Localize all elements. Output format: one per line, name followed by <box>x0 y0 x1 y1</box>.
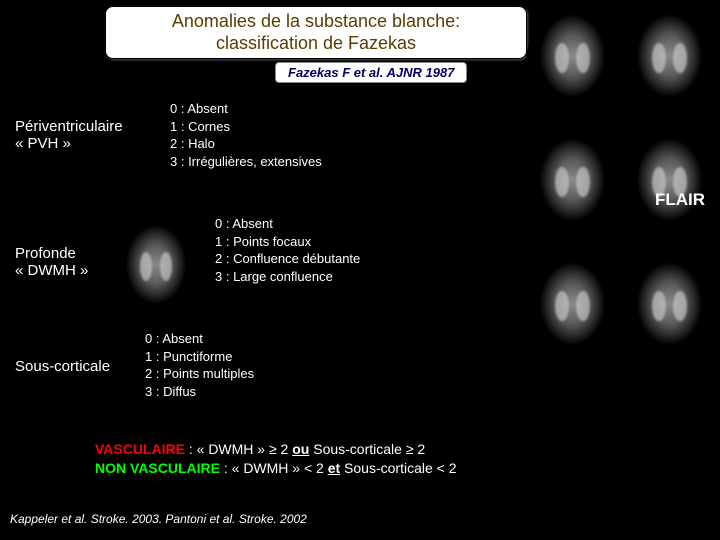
dwmh-g3: 3 : Large confluence <box>215 269 333 284</box>
subcort-g3: 3 : Diffus <box>145 384 196 399</box>
nonvasc-text2: Sous-corticale < 2 <box>340 460 456 476</box>
pvh-label-line2: « PVH » <box>15 135 71 152</box>
title-line2: classification de Fazekas <box>116 33 516 55</box>
pvh-g1: 1 : Cornes <box>170 119 230 134</box>
dwmh-g1: 1 : Points focaux <box>215 234 311 249</box>
subcort-grades: 0 : Absent 1 : Punctiforme 2 : Points mu… <box>145 330 254 400</box>
brain-mri-3 <box>525 128 620 243</box>
dwmh-g2: 2 : Confluence débutante <box>215 251 360 266</box>
pvh-g0: 0 : Absent <box>170 101 228 116</box>
nonvasc-text1: : « DWMH » < 2 <box>220 460 328 476</box>
dwmh-label-line1: Profonde <box>15 245 76 262</box>
subcort-g1: 1 : Punctiforme <box>145 349 232 364</box>
dwmh-label-line2: « DWMH » <box>15 262 88 279</box>
conclusion-block: VASCULAIRE : « DWMH » ≥ 2 ou Sous-cortic… <box>95 440 457 478</box>
brain-mri-4 <box>622 128 717 243</box>
footer-citation: Kappeler et al. Stroke. 2003. Pantoni et… <box>10 512 307 526</box>
dwmh-grades: 0 : Absent 1 : Points focaux 2 : Conflue… <box>215 215 360 285</box>
citation-top: Fazekas F et al. AJNR 1987 <box>275 62 467 83</box>
subcort-g2: 2 : Points multiples <box>145 366 254 381</box>
vasc-text1: : « DWMH » ≥ 2 <box>185 441 292 457</box>
subcort-label: Sous-corticale <box>15 358 110 375</box>
brain-mri-6 <box>525 252 620 367</box>
brain-mri-2 <box>622 4 717 119</box>
brain-mri-7 <box>622 252 717 367</box>
title-box: Anomalies de la substance blanche: class… <box>105 6 527 59</box>
nonvasc-label: NON VASCULAIRE <box>95 460 220 476</box>
dwmh-label: Profonde « DWMH » <box>15 245 88 279</box>
nonvasc-et: et <box>328 460 340 476</box>
pvh-label: Périventriculaire « PVH » <box>15 118 123 152</box>
title-line1: Anomalies de la substance blanche: <box>116 11 516 33</box>
brain-mri-5 <box>112 215 200 325</box>
pvh-g3: 3 : Irrégulières, extensives <box>170 154 322 169</box>
vasc-ou: ou <box>292 441 309 457</box>
pvh-g2: 2 : Halo <box>170 136 215 151</box>
brain-mri-1 <box>525 4 620 119</box>
subcort-g0: 0 : Absent <box>145 331 203 346</box>
pvh-label-line1: Périventriculaire <box>15 118 123 135</box>
dwmh-g0: 0 : Absent <box>215 216 273 231</box>
subcort-label-line1: Sous-corticale <box>15 358 110 375</box>
vasc-text2: Sous-corticale ≥ 2 <box>309 441 425 457</box>
vasc-label: VASCULAIRE <box>95 441 185 457</box>
flair-label: FLAIR <box>655 190 705 210</box>
pvh-grades: 0 : Absent 1 : Cornes 2 : Halo 3 : Irrég… <box>170 100 322 170</box>
